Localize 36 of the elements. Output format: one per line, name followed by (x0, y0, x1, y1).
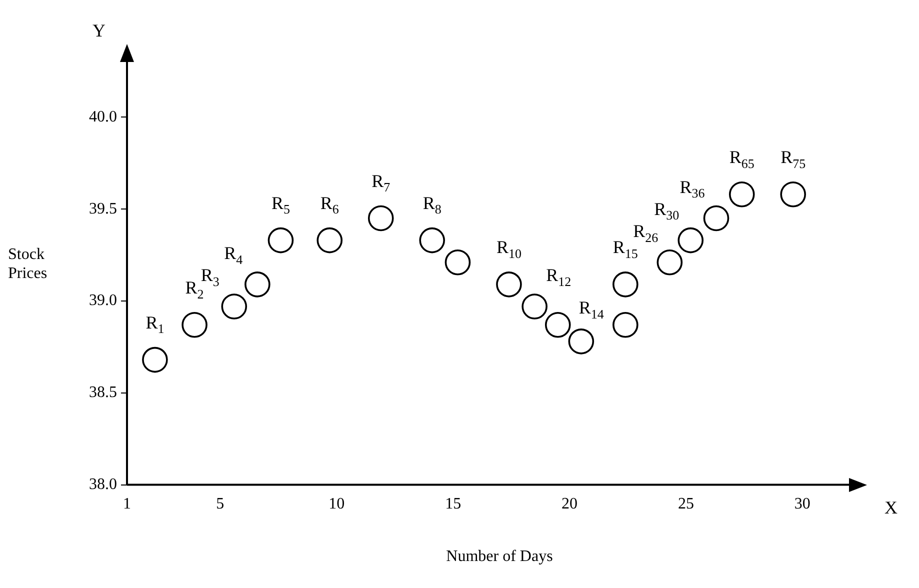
x-tick-label: 30 (794, 496, 810, 513)
point (703, 205, 730, 232)
point (728, 181, 755, 208)
point (780, 181, 806, 208)
point (268, 227, 294, 254)
x-tick-label: 25 (678, 496, 694, 513)
point (612, 272, 638, 298)
y-tick-label: 39.5 (89, 200, 117, 218)
point (444, 249, 471, 276)
x-tick-label: 5 (216, 496, 224, 513)
y-tick-label: 39.0 (89, 292, 117, 310)
x-tick-label: 10 (328, 496, 345, 513)
point (496, 272, 522, 298)
point (244, 272, 270, 298)
point (656, 249, 683, 276)
point (368, 205, 394, 232)
point (142, 346, 168, 373)
point (522, 294, 548, 320)
point (316, 227, 343, 254)
y-axis-title: Stock Prices (8, 245, 48, 283)
x-tick-label: 1 (123, 496, 131, 513)
point (182, 312, 208, 338)
point (612, 312, 638, 338)
point (544, 312, 571, 338)
x-tick-label: 15 (445, 496, 462, 513)
y-tick-label: 40.0 (89, 108, 117, 126)
x-axis-title: Number of Days (445, 548, 554, 566)
text: X (884, 498, 898, 518)
y-tick-label: 38.5 (89, 384, 117, 402)
point (419, 227, 446, 254)
x-tick-label: 20 (562, 496, 578, 513)
y-tick-label: 38.0 (89, 476, 117, 494)
point (568, 328, 594, 354)
text: Y (92, 20, 106, 41)
point (221, 294, 248, 320)
point (678, 227, 704, 254)
